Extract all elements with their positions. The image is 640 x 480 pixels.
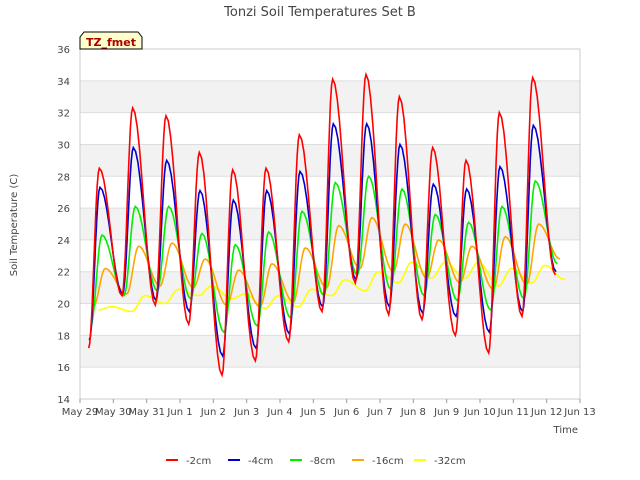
annotation-box: TZ_fmet [79, 31, 143, 50]
series-lines [87, 71, 566, 378]
y-tick-label: 14 [57, 395, 70, 406]
y-tick-label: 22 [57, 268, 70, 279]
plot-band [80, 335, 580, 368]
x-tick-label: Jun 1 [166, 407, 192, 418]
y-tick-label: 30 [57, 140, 70, 151]
plot-area [79, 48, 581, 400]
y-tick-label: 34 [57, 77, 70, 88]
y-tick-label: 28 [57, 172, 70, 183]
x-tick-label: Jun 12 [530, 407, 563, 418]
y-tick-label: 24 [57, 236, 70, 247]
x-axis-label: Time [553, 425, 578, 436]
x-tick-label: Jun 7 [366, 407, 392, 418]
y-axis-label: Soil Temperature (C) [9, 174, 20, 277]
series-line-minus-2cm [87, 71, 557, 378]
series-line-minus-16cm [92, 216, 561, 308]
x-tick-label: Jun 10 [463, 407, 496, 418]
chart-title: Tonzi Soil Temperatures Set B [223, 5, 416, 20]
legend-label: -8cm [310, 456, 335, 467]
x-tick-label: Jun 2 [200, 407, 226, 418]
legend: -2cm -4cm -8cm -16cm -32cm [166, 456, 466, 467]
legend-label: -16cm [372, 456, 404, 467]
x-tick-label: Jun 9 [433, 407, 459, 418]
legend-label: -4cm [248, 456, 273, 467]
x-tick-label: Jun 13 [563, 407, 596, 418]
y-tick-label: 26 [57, 204, 70, 215]
legend-label: -2cm [186, 456, 211, 467]
x-tick-label: Jun 3 [233, 407, 259, 418]
x-tick-label: Jun 11 [497, 407, 530, 418]
y-tick-label: 20 [57, 300, 70, 311]
y-tick-label: 36 [57, 45, 70, 56]
x-tick-label: Jun 6 [333, 407, 359, 418]
x-tick-label: Jun 5 [300, 407, 326, 418]
x-tick-label: May 29 [62, 407, 99, 418]
series-line-minus-32cm [98, 261, 566, 313]
legend-label: -32cm [434, 456, 466, 467]
x-tick-label: May 30 [95, 407, 132, 418]
x-tick-label: Jun 8 [400, 407, 426, 418]
y-tick-label: 32 [57, 109, 70, 120]
y-axis-ticks: 14 16 18 20 22 24 26 28 30 32 34 36 [57, 45, 70, 406]
x-tick-label: Jun 4 [266, 407, 292, 418]
y-tick-label: 18 [57, 331, 70, 342]
annotation-label: TZ_fmet [86, 36, 136, 49]
x-tick-label: May 31 [128, 407, 165, 418]
y-tick-label: 16 [57, 363, 70, 374]
